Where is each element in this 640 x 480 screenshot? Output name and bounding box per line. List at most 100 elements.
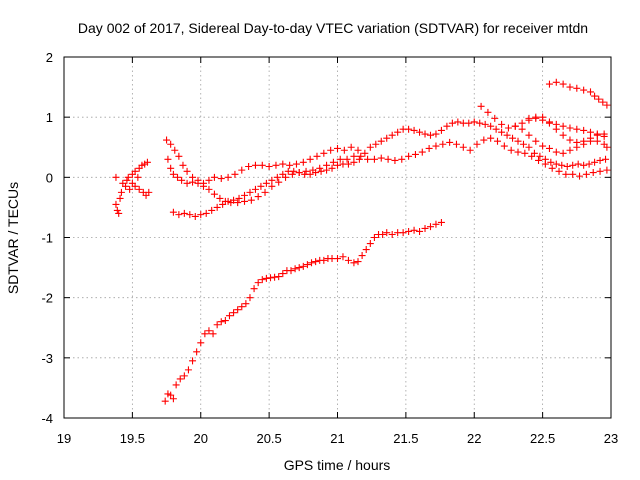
data-point-series-h: [242, 300, 250, 308]
data-point-series-c: [416, 128, 424, 136]
data-point-series-c: [552, 160, 560, 168]
data-point-series-c: [355, 155, 363, 163]
data-point-series-h: [339, 253, 347, 261]
data-point-series-h: [167, 391, 175, 399]
plot-border: [63, 56, 612, 419]
data-point-series-g: [591, 92, 599, 100]
data-point-series-f: [580, 126, 588, 134]
data-point-series-e: [518, 125, 526, 133]
data-point-series-c: [334, 161, 341, 169]
data-point-series-h: [176, 375, 184, 383]
data-point-early-cluster: [124, 173, 132, 181]
data-point-series-b: [268, 182, 276, 190]
data-point-series-h: [169, 395, 177, 403]
data-point-series-c: [602, 155, 610, 163]
data-point-early-cluster: [117, 188, 125, 196]
data-point-series-c: [202, 209, 210, 217]
data-point-series-c: [350, 158, 358, 166]
data-point-series-b: [254, 193, 262, 201]
data-point-series-g: [580, 86, 588, 94]
data-point-series-b: [603, 166, 611, 174]
data-point-series-c: [241, 191, 249, 199]
data-point-series-h: [379, 230, 387, 238]
data-point-series-h: [246, 294, 254, 302]
data-point-series-c: [405, 125, 413, 133]
data-point-series-b: [425, 144, 433, 152]
data-point-series-a: [334, 144, 341, 152]
data-point-series-a: [279, 160, 287, 168]
data-point-series-a: [224, 173, 232, 181]
data-point-early-cluster: [115, 209, 123, 217]
data-point-series-e: [559, 149, 567, 157]
data-point-series-f: [593, 130, 601, 138]
data-point-series-c: [262, 179, 270, 187]
x-tick-label: 21.5: [393, 431, 418, 446]
data-point-series-b: [163, 136, 171, 144]
data-point-series-c: [487, 122, 495, 130]
data-point-series-h: [238, 303, 246, 311]
data-point-series-b: [500, 142, 508, 150]
data-point-series-c: [437, 126, 445, 134]
y-tick-label: -2: [41, 291, 53, 306]
x-axis-title: GPS time / hours: [284, 457, 391, 473]
data-point-series-b: [535, 156, 543, 164]
data-point-series-a: [354, 146, 362, 154]
data-point-series-c: [470, 118, 478, 126]
data-point-series-h: [295, 264, 303, 272]
x-tick-label: 20.5: [256, 431, 281, 446]
data-point-series-c: [563, 163, 571, 171]
data-point-series-b: [261, 188, 269, 196]
data-point-series-h: [193, 348, 201, 356]
data-point-series-h: [209, 330, 217, 338]
x-tick-label: 22: [467, 431, 481, 446]
data-point-series-a: [299, 158, 307, 166]
data-point-series-h: [350, 259, 358, 267]
data-point-series-g: [573, 84, 581, 92]
data-point-series-a: [286, 161, 294, 169]
data-point-series-g: [595, 95, 603, 103]
x-tick-labels: 19 19.5 20 20.5 21 21.5 22 22.5 23: [57, 431, 618, 446]
data-point-series-c: [525, 143, 533, 151]
data-point-series-c: [219, 200, 227, 208]
data-point-series-h: [230, 309, 238, 317]
data-point-series-e: [566, 146, 574, 154]
grid-lines: [64, 57, 611, 418]
data-point-series-f: [532, 114, 540, 122]
data-point-early-cluster: [112, 173, 120, 181]
data-point-series-h: [217, 318, 225, 326]
data-point-series-c: [596, 156, 604, 164]
x-tick-label: 21: [330, 431, 344, 446]
data-point-series-c: [257, 182, 265, 190]
data-point-series-c: [547, 158, 555, 166]
data-point-series-c: [372, 140, 380, 148]
data-point-series-h: [250, 285, 258, 293]
data-point-series-h: [213, 321, 221, 329]
data-point-series-c: [591, 158, 599, 166]
data-point-series-c: [344, 160, 352, 168]
data-point-series-b: [384, 155, 392, 163]
data-point-early-cluster: [126, 185, 134, 193]
data-point-series-b: [205, 185, 213, 193]
data-point-series-b: [370, 155, 378, 163]
data-point-series-g: [545, 80, 553, 88]
x-tick-label: 20: [194, 431, 208, 446]
data-point-series-c: [268, 176, 276, 184]
data-point-early-cluster: [131, 167, 139, 175]
data-point-series-h: [399, 229, 407, 237]
data-point-series-g: [599, 98, 607, 106]
data-point-series-h: [258, 276, 266, 284]
data-point-series-h: [362, 246, 370, 254]
data-point-series-h: [189, 357, 197, 365]
data-point-series-a: [169, 170, 177, 178]
data-point-series-h: [197, 339, 205, 347]
data-point-series-a: [205, 176, 213, 184]
data-point-series-b: [175, 152, 183, 160]
data-point-series-c: [230, 196, 238, 204]
data-point-early-cluster: [122, 182, 130, 190]
data-point-series-b: [555, 167, 563, 175]
data-point-series-b: [316, 164, 324, 172]
data-point-series-a: [210, 173, 218, 181]
y-tick-label: -4: [41, 411, 53, 426]
data-point-series-b: [247, 196, 255, 204]
data-point-series-a: [164, 155, 172, 163]
